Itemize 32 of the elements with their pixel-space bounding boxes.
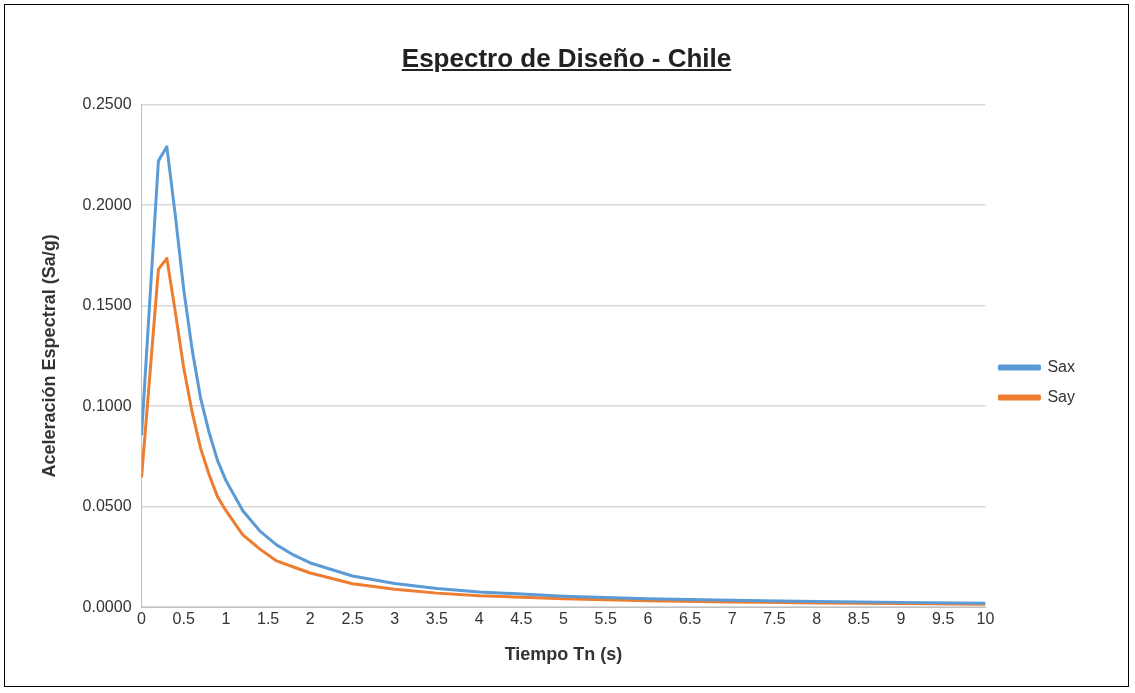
x-tick-label: 8 [812, 610, 822, 628]
x-tick-label: 1 [221, 610, 231, 628]
x-tick-label: 1.5 [257, 610, 280, 628]
x-tick-label: 9 [896, 610, 906, 628]
x-tick-label: 5 [559, 610, 569, 628]
x-tick-label: 10 [976, 610, 995, 628]
x-tick-label: 9.5 [932, 610, 955, 628]
x-tick-label: 2 [305, 610, 315, 628]
x-tick-label: 0.5 [172, 610, 195, 628]
y-axis-title: Aceleración Espectral (Sa/g) [38, 234, 59, 478]
x-tick-label: 7 [727, 610, 737, 628]
y-tick-label: 0.1000 [82, 396, 132, 414]
chart-title: Espectro de Diseño - Chile [400, 43, 733, 74]
y-tick-label: 0.0500 [82, 497, 132, 515]
legend-label: Sax [1047, 357, 1076, 375]
legend-label: Say [1047, 387, 1076, 405]
x-tick-label: 0 [137, 610, 147, 628]
x-tick-label: 2.5 [341, 610, 364, 628]
y-tick-label: 0.2000 [82, 195, 132, 213]
y-tick-label: 0.2500 [82, 95, 132, 113]
x-axis-title: Tiempo Tn (s) [504, 644, 623, 665]
x-tick-label: 3.5 [425, 610, 449, 628]
y-tick-label: 0.1500 [82, 296, 132, 314]
y-tick-label: 0.0000 [82, 597, 132, 615]
x-tick-label: 6.5 [678, 610, 702, 628]
x-tick-label: 4.5 [510, 610, 533, 628]
x-tick-label: 5.5 [594, 610, 617, 628]
x-tick-label: 4 [474, 610, 484, 628]
x-tick-label: 8.5 [847, 610, 871, 628]
x-tick-label: 6 [643, 610, 653, 628]
x-tick-label: 3 [390, 610, 400, 628]
x-tick-label: 7.5 [763, 610, 786, 628]
